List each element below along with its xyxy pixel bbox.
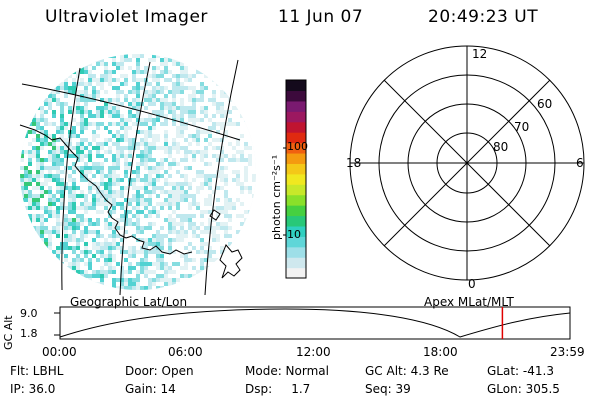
colorbar-band — [286, 236, 306, 248]
colorbar-unit-label: photon cm⁻²s⁻¹ — [270, 154, 283, 240]
coastline — [19, 124, 243, 279]
colorbar-tick-100: 100 — [287, 140, 308, 153]
status-dsp: Dsp: 1.7 — [245, 382, 311, 396]
status-door: Door: Open — [125, 364, 194, 378]
date-label: 11 Jun 07 — [278, 7, 364, 27]
colorbar-band — [286, 80, 306, 92]
longitude-line — [119, 61, 151, 295]
status-seq: Seq: 39 — [365, 382, 411, 396]
colorbar-band — [286, 194, 306, 206]
instrument-title: Ultraviolet Imager — [45, 7, 208, 27]
coastline-path — [19, 124, 193, 255]
map-panel-label: Geographic Lat/Lon — [70, 295, 188, 309]
colorbar-band — [286, 215, 306, 227]
colorbar-band — [286, 267, 306, 279]
timeline-xtick-3: 18:00 — [423, 345, 458, 359]
timeline-xtick-4: 23:59 — [550, 345, 585, 359]
mlt-label-18: 18 — [346, 156, 362, 170]
timeline-xtick-0: 00:00 — [42, 345, 77, 359]
longitude-line — [204, 59, 239, 295]
status-glon: GLon: 305.5 — [487, 382, 560, 396]
status-gain: Gain: 14 — [125, 382, 176, 396]
colorbar-band — [286, 257, 306, 269]
timeline-xtick-1: 06:00 — [168, 345, 203, 359]
longitude-line — [61, 67, 81, 291]
coastline-path — [209, 209, 221, 221]
coastline-path — [219, 244, 243, 279]
colorbar-band — [286, 163, 306, 175]
mlt-label-0: 0 — [468, 277, 476, 291]
timeline-ytick-max: 9.0 — [20, 307, 38, 320]
colorbar-band — [286, 225, 306, 237]
colorbar-tick-10: 10 — [287, 228, 301, 241]
colorbar-band — [286, 152, 306, 164]
status-glat: GLat: -41.3 — [487, 364, 554, 378]
status-gc-alt: GC Alt: 4.3 Re — [365, 364, 449, 378]
polar-panel-label: Apex MLat/MLT — [424, 295, 514, 309]
uv-emission-image — [20, 54, 256, 290]
colorbar-band — [286, 173, 306, 185]
mlat-label-80: 80 — [493, 140, 509, 154]
timeline-frame — [59, 306, 571, 340]
geographic-map — [19, 54, 256, 295]
colorbar-band — [286, 90, 306, 102]
mlat-label-70: 70 — [514, 120, 530, 134]
mlt-label-12: 12 — [472, 47, 488, 61]
colorbar-band — [286, 205, 306, 217]
colorbar — [283, 79, 307, 279]
colorbar-band — [286, 132, 306, 144]
polar-plot — [349, 45, 585, 281]
colorbar-band — [286, 111, 306, 123]
colorbar-band — [286, 246, 306, 258]
orbit-altitude-plot — [54, 306, 571, 340]
status-ip: IP: 36.0 — [10, 382, 56, 396]
colorbar-gradient — [286, 80, 306, 279]
colorbar-band — [286, 184, 306, 196]
colorbar-frame — [285, 79, 307, 279]
status-filter: Flt: LBHL — [10, 364, 64, 378]
latitude-line — [21, 83, 241, 141]
mlat-label-60: 60 — [537, 97, 553, 111]
mlt-label-6: 6 — [576, 156, 584, 170]
mlt-line-diagonal — [383, 79, 551, 247]
status-mode: Mode: Normal — [245, 364, 329, 378]
time-label: 20:49:23 UT — [428, 7, 539, 27]
timeline-xtick-2: 12:00 — [296, 345, 331, 359]
colorbar-band — [286, 142, 306, 154]
altitude-curve — [59, 308, 571, 338]
colorbar-band — [286, 121, 306, 133]
timeline-ytick-min: 1.8 — [20, 327, 38, 340]
map-gridlines — [21, 59, 241, 295]
colorbar-band — [286, 100, 306, 112]
